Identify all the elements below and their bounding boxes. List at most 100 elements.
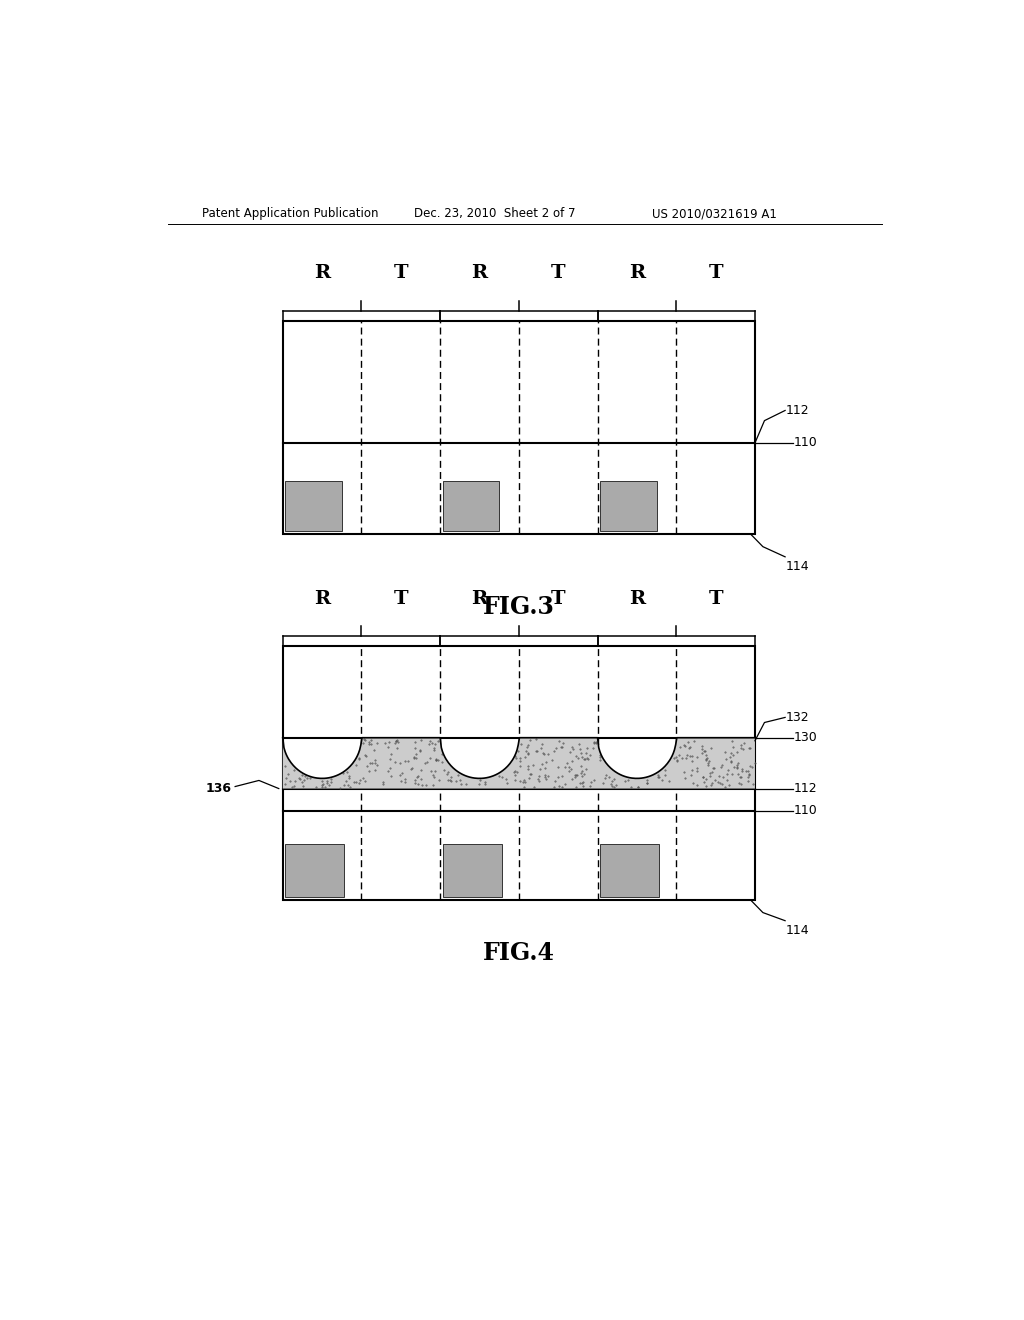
Point xyxy=(742,755,759,776)
Text: T: T xyxy=(551,590,565,607)
Point xyxy=(710,771,726,792)
Text: 114: 114 xyxy=(785,560,810,573)
Point xyxy=(423,760,439,781)
Point xyxy=(356,729,373,750)
Point xyxy=(414,775,430,796)
Point xyxy=(507,760,523,781)
Point xyxy=(578,748,594,770)
Bar xyxy=(285,843,344,898)
Point xyxy=(702,766,719,787)
Point xyxy=(695,766,712,787)
Text: T: T xyxy=(709,264,723,282)
Point xyxy=(407,738,423,759)
Point xyxy=(427,734,443,755)
Point xyxy=(367,759,383,780)
Point xyxy=(535,754,551,775)
Point xyxy=(354,768,371,789)
Point xyxy=(684,746,700,767)
Point xyxy=(348,755,365,776)
Point xyxy=(695,767,712,788)
Point xyxy=(516,771,532,792)
Point xyxy=(714,774,730,795)
Point xyxy=(592,750,608,771)
Point xyxy=(592,744,608,766)
Point xyxy=(421,733,437,754)
Point xyxy=(563,751,580,772)
Bar xyxy=(283,321,755,535)
Point xyxy=(396,772,413,793)
Point xyxy=(732,767,749,788)
Polygon shape xyxy=(283,738,755,788)
Point xyxy=(660,771,677,792)
Point xyxy=(499,772,515,793)
Point xyxy=(340,775,356,796)
Point xyxy=(537,758,553,779)
Point xyxy=(671,744,687,766)
Point xyxy=(569,764,586,785)
Point xyxy=(425,767,441,788)
Point xyxy=(682,746,698,767)
Point xyxy=(712,772,728,793)
Point xyxy=(308,776,325,797)
Point xyxy=(458,774,474,795)
Point xyxy=(604,770,621,791)
Point xyxy=(362,729,379,750)
Point xyxy=(588,733,604,754)
Point xyxy=(537,764,553,785)
Point xyxy=(732,738,749,759)
Point xyxy=(630,776,646,797)
Point xyxy=(677,747,693,768)
Point xyxy=(470,774,486,795)
Point xyxy=(282,771,298,792)
Point xyxy=(745,774,762,795)
Text: R: R xyxy=(314,590,330,607)
Point xyxy=(732,774,749,795)
Point xyxy=(558,752,574,774)
Point xyxy=(410,766,426,787)
Point xyxy=(512,747,528,768)
Text: T: T xyxy=(393,590,409,607)
Point xyxy=(490,766,507,787)
Point xyxy=(571,734,588,755)
Point xyxy=(529,768,546,789)
Point xyxy=(702,763,719,784)
Point xyxy=(513,734,529,755)
Point xyxy=(693,739,710,760)
Point xyxy=(698,750,715,771)
Point xyxy=(332,777,348,799)
Point xyxy=(318,770,335,791)
Point xyxy=(449,771,465,792)
Text: Patent Application Publication: Patent Application Publication xyxy=(202,207,378,220)
Point xyxy=(335,763,351,784)
Point xyxy=(695,741,712,762)
Point xyxy=(375,774,391,795)
Point xyxy=(617,770,634,791)
Point xyxy=(674,747,690,768)
Point xyxy=(746,752,763,774)
Point xyxy=(512,750,528,771)
Point xyxy=(554,776,570,797)
Point xyxy=(367,752,383,774)
Point xyxy=(725,756,741,777)
Point xyxy=(425,764,441,785)
Point xyxy=(547,771,563,792)
Point xyxy=(524,755,541,776)
Point xyxy=(361,731,378,752)
Point xyxy=(530,766,547,787)
Point xyxy=(520,735,537,756)
Point xyxy=(740,763,757,784)
Point xyxy=(417,752,433,774)
Point xyxy=(360,734,377,755)
Point xyxy=(314,777,331,799)
Point xyxy=(511,770,527,791)
Point xyxy=(525,776,542,797)
Point xyxy=(507,746,523,767)
Point xyxy=(351,770,368,791)
Point xyxy=(597,767,613,788)
Point xyxy=(520,742,537,763)
Point xyxy=(679,744,695,766)
Point xyxy=(680,731,696,752)
Point xyxy=(682,737,698,758)
Point xyxy=(592,747,608,768)
Point xyxy=(276,755,293,776)
